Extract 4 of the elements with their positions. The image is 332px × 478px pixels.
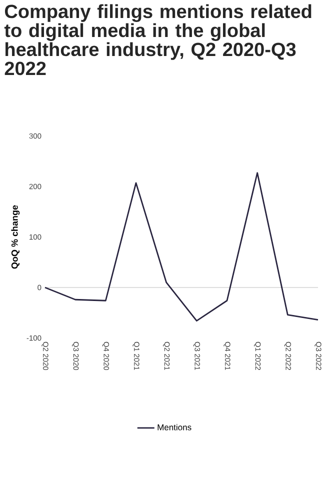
line-series — [44, 172, 319, 322]
chart-title: Company filings mentions related to digital media in the global healthcare industry, Q2 2020-Q3 2022 — [4, 4, 312, 76]
y-axis-title: QoQ % change — [11, 205, 20, 269]
legend-label: Mentions — [158, 424, 192, 430]
